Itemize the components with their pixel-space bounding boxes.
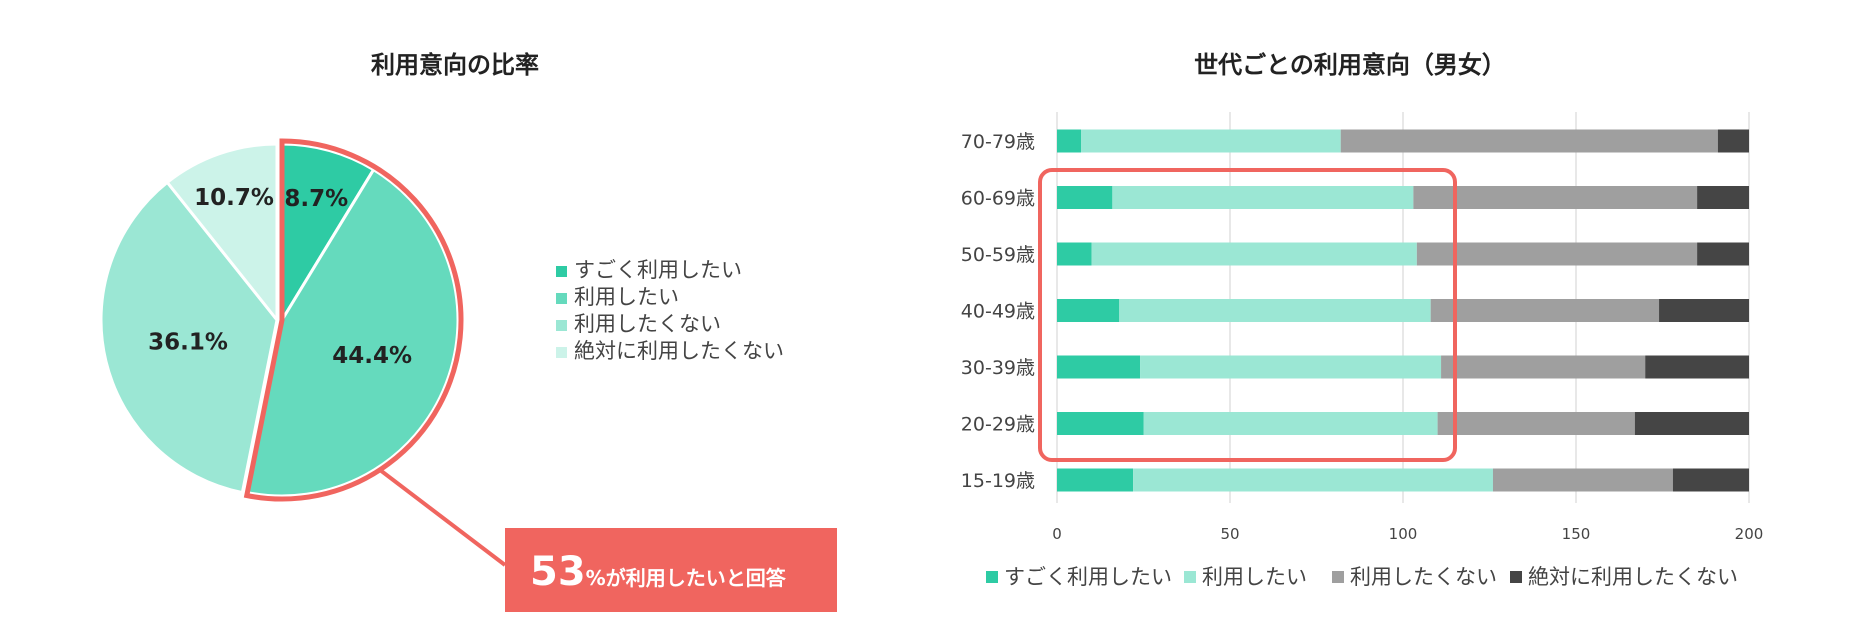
- bar-15-19歳-2: [1133, 468, 1493, 492]
- bar-60-69歳-2: [1112, 186, 1414, 209]
- pie-legend-label-1: すごく利用したい: [574, 258, 742, 282]
- category-label-4: 30-39歳: [961, 357, 1035, 379]
- bar-category-labels: 70-79歳 60-69歳 50-59歳 40-49歳 30-39歳 20-29歳 15-1…: [961, 131, 1035, 492]
- pie-label-1: 8.7%: [284, 186, 348, 212]
- pie-legend-swatch-4: [556, 347, 567, 358]
- bar-60-69歳-4: [1697, 186, 1749, 209]
- bar-30-39歳-2: [1140, 355, 1442, 379]
- bar-30-39歳-3: [1441, 355, 1646, 379]
- pie-legend-label-4: 絶対に利用したくない: [574, 339, 784, 363]
- callout-number: 53: [530, 549, 586, 595]
- pie-slice-4: [165, 142, 279, 325]
- category-label-5: 20-29歳: [961, 414, 1035, 436]
- pie-slice-2: [245, 167, 460, 498]
- callout-box: [505, 528, 837, 612]
- bar-15-19歳-3: [1492, 468, 1673, 492]
- bar-20-29歳-1: [1057, 412, 1144, 435]
- bar-legend-label-2: 利用したい: [1202, 565, 1307, 589]
- bar-50-59歳-4: [1697, 242, 1749, 266]
- category-label-2: 50-59歳: [961, 244, 1035, 266]
- bar-50-59歳-1: [1057, 242, 1092, 266]
- bar-60-69歳-3: [1413, 186, 1698, 209]
- pie-slice-3: [99, 180, 279, 495]
- bar-legend-label-3: 利用したくない: [1350, 565, 1497, 589]
- x-tick-50: 50: [1220, 525, 1239, 543]
- bar-60-69歳-1: [1057, 186, 1113, 209]
- bar-50-59歳-3: [1416, 242, 1698, 266]
- callout-text: 53%が利用したいと回答: [530, 549, 787, 595]
- bar-70-79歳-2: [1081, 129, 1341, 153]
- x-tick-150: 150: [1562, 525, 1591, 543]
- bar-70-79歳-3: [1340, 129, 1718, 153]
- category-label-6: 15-19歳: [961, 470, 1035, 492]
- bar-series: [1057, 129, 1749, 492]
- pie-chart: 8.7% 44.4% 36.1% 10.7%: [99, 138, 464, 502]
- bar-40-49歳-3: [1430, 299, 1660, 322]
- pie-label-4: 10.7%: [194, 185, 274, 211]
- pie-legend-label-2: 利用したい: [574, 285, 679, 309]
- callout-caption: %が利用したいと回答: [586, 566, 787, 590]
- pie-label-2: 44.4%: [332, 343, 412, 369]
- x-tick-0: 0: [1052, 525, 1062, 543]
- x-tick-200: 200: [1735, 525, 1764, 543]
- category-label-3: 40-49歳: [961, 301, 1035, 323]
- category-label-0: 70-79歳: [961, 131, 1035, 153]
- category-label-1: 60-69歳: [961, 188, 1035, 210]
- bar-20-29歳-2: [1143, 412, 1438, 435]
- pie-legend-label-3: 利用したくない: [574, 312, 721, 336]
- bar-legend-swatch-1: [986, 571, 998, 583]
- pie-highlight-outline: [243, 138, 464, 502]
- bar-legend-label-1: すごく利用したい: [1004, 565, 1172, 589]
- highlight-frame: [1038, 168, 1457, 462]
- bar-title: 世代ごとの利用意向（男女）: [1194, 51, 1506, 79]
- bar-30-39歳-4: [1645, 355, 1749, 379]
- bar-40-49歳-1: [1057, 299, 1120, 322]
- bar-legend-swatch-2: [1184, 571, 1196, 583]
- x-tick-100: 100: [1389, 525, 1418, 543]
- bar-40-49歳-2: [1119, 299, 1431, 322]
- bar-20-29歳-4: [1634, 412, 1749, 435]
- bar-15-19歳-4: [1672, 468, 1749, 492]
- bar-legend-swatch-3: [1332, 571, 1344, 583]
- bar-30-39歳-1: [1057, 355, 1141, 379]
- bar-legend-swatch-4: [1510, 571, 1522, 583]
- pie-label-3: 36.1%: [148, 330, 228, 356]
- bar-15-19歳-1: [1057, 468, 1134, 492]
- callout-connector: [378, 468, 507, 567]
- pie-legend-swatch-2: [556, 293, 567, 304]
- bar-legend: すごく利用したい 利用したい 利用したくない 絶対に利用したくない: [986, 565, 1738, 589]
- bar-40-49歳-4: [1659, 299, 1749, 322]
- pie-legend-swatch-3: [556, 320, 567, 331]
- bar-x-ticks: 0 50 100 150 200: [1052, 525, 1763, 543]
- bar-70-79歳-4: [1717, 129, 1749, 153]
- bar-legend-label-4: 絶対に利用したくない: [1528, 565, 1738, 589]
- bar-20-29歳-3: [1437, 412, 1635, 435]
- pie-title: 利用意向の比率: [371, 51, 539, 79]
- bar-70-79歳-1: [1057, 129, 1082, 153]
- bar-50-59歳-2: [1091, 242, 1417, 266]
- pie-legend-swatch-1: [556, 266, 567, 277]
